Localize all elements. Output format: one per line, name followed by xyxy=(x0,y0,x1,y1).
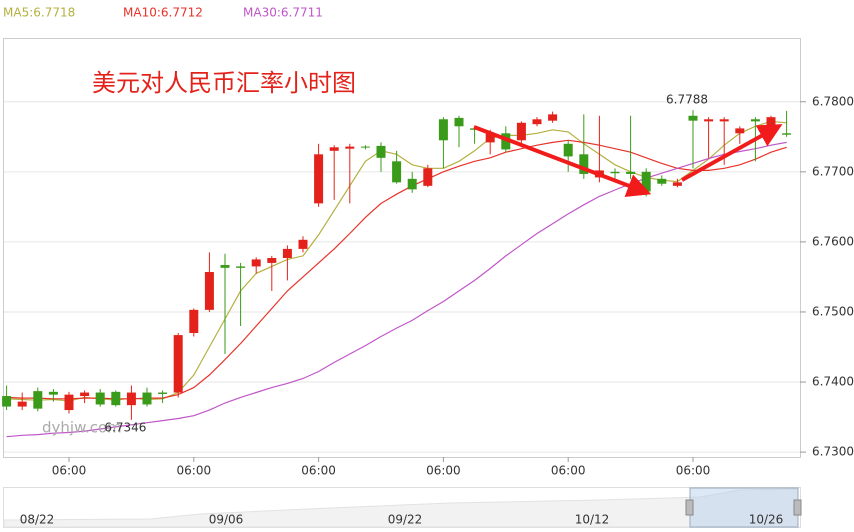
candle-body xyxy=(80,392,90,397)
candle-body xyxy=(407,178,417,190)
candle-body xyxy=(345,146,355,149)
y-tick-label: 6.7800 xyxy=(812,94,854,108)
candle-body xyxy=(548,114,558,121)
navigator-label: 10/12 xyxy=(575,513,610,527)
candle-body xyxy=(173,335,183,393)
candle-body xyxy=(750,119,760,122)
x-tick-label: 06:00 xyxy=(301,464,336,478)
x-tick-label: 06:00 xyxy=(551,464,586,478)
candle-body xyxy=(33,391,43,409)
candle-body xyxy=(17,401,27,407)
candle-body xyxy=(236,266,246,268)
candle-body xyxy=(298,239,308,249)
candle-body xyxy=(158,392,168,394)
navigator-handle[interactable] xyxy=(793,499,802,516)
candle-body xyxy=(579,154,589,174)
x-tick-label: 06:00 xyxy=(426,464,461,478)
candle-body xyxy=(2,396,12,407)
navigator-label: 09/22 xyxy=(388,513,423,527)
trend-arrows xyxy=(473,124,783,197)
candle-body xyxy=(48,391,58,395)
candle-body xyxy=(189,309,199,333)
navigator-label: 10/26 xyxy=(749,513,784,527)
candle-body xyxy=(314,154,324,204)
ma-line xyxy=(6,141,787,438)
y-tick-label: 6.7600 xyxy=(812,234,854,248)
candle-body xyxy=(204,272,214,310)
candle-body xyxy=(64,394,74,411)
plot-frame xyxy=(3,38,801,458)
y-tick-label: 6.7700 xyxy=(812,164,854,178)
navigator-label: 08/22 xyxy=(20,513,55,527)
candle-body xyxy=(111,391,121,406)
candle-body xyxy=(126,392,136,406)
navigator-area xyxy=(3,488,799,528)
min-label: 6.7346 xyxy=(104,420,146,434)
x-tick-label: 06:00 xyxy=(676,464,711,478)
max-label: 6.7788 xyxy=(666,93,708,107)
candle-body xyxy=(454,117,464,127)
candle-body xyxy=(782,133,792,135)
y-tick-label: 6.7500 xyxy=(812,304,854,318)
navigator-window[interactable] xyxy=(689,487,799,528)
candle-body xyxy=(532,119,542,125)
candle-body xyxy=(423,168,433,186)
candle-body xyxy=(641,171,651,192)
candle-body xyxy=(719,119,729,122)
candle-body xyxy=(563,143,573,157)
candle-body xyxy=(282,248,292,259)
candle-body xyxy=(657,178,667,184)
navigator xyxy=(3,487,802,528)
candle-body xyxy=(360,146,370,148)
candle-body xyxy=(626,171,636,174)
legend-entry: MA30:6.7711 xyxy=(243,6,323,20)
candle-body xyxy=(704,119,714,122)
legend-entry: MA10:6.7712 xyxy=(123,6,203,20)
navigator-handle[interactable] xyxy=(685,499,694,516)
x-tick-label: 06:00 xyxy=(177,464,212,478)
arrow-up xyxy=(681,124,783,182)
candle-body xyxy=(501,133,511,150)
candle-body xyxy=(392,161,402,183)
candle-body xyxy=(672,182,682,186)
legend-entry: MA5:6.7718 xyxy=(3,6,75,20)
candle-body xyxy=(516,122,526,141)
chart-title: 美元对人民币汇率小时图 xyxy=(92,69,356,97)
y-tick-label: 6.7400 xyxy=(812,375,854,389)
y-tick-label: 6.7300 xyxy=(812,445,854,459)
candle-body xyxy=(95,392,105,405)
candle-body xyxy=(220,265,230,268)
candle-body xyxy=(329,147,339,151)
candle-body xyxy=(438,119,448,141)
candle-body xyxy=(267,258,277,263)
ma-line xyxy=(6,139,787,400)
candle-body xyxy=(735,128,745,134)
watermark: dyhjw.com xyxy=(42,419,122,437)
x-tick-label: 06:00 xyxy=(52,464,87,478)
candle-body xyxy=(688,115,698,121)
candle-body xyxy=(376,145,386,158)
candle-body xyxy=(610,171,620,174)
candle-body xyxy=(485,133,495,143)
navigator-label: 09/06 xyxy=(209,513,244,527)
candle-body xyxy=(251,259,261,267)
candle-body xyxy=(142,392,152,405)
arrow-down xyxy=(473,125,652,197)
